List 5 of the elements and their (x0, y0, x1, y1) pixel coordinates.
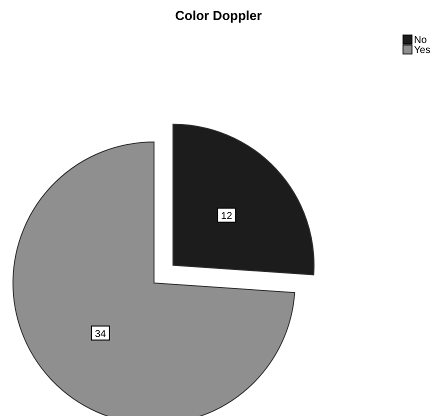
legend-label: Yes (414, 45, 430, 56)
chart-title: Color Doppler (175, 8, 262, 23)
legend-label: No (414, 35, 428, 46)
data-label: 34 (94, 329, 106, 340)
data-label: 12 (221, 211, 233, 222)
